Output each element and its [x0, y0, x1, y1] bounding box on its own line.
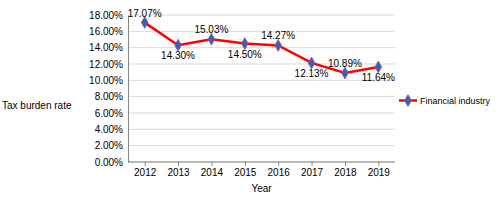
- tick-label: 2016: [268, 167, 291, 178]
- grid-line: [128, 162, 395, 163]
- tick-mark: [345, 162, 346, 166]
- axis-line: [128, 162, 395, 163]
- tick: 2018: [334, 162, 357, 178]
- chart: 0.00% 2.00% 4.00% 6.00% 8.00% 10.00% 12.00% 14.…: [0, 0, 500, 198]
- legend-label: Financial industry: [420, 96, 491, 106]
- data-label: 11.64%: [362, 72, 395, 83]
- tick-label: 18.00%: [89, 10, 123, 21]
- x-axis: 2012 2013 2014 2015 2016 2017 2018 2019: [128, 162, 395, 178]
- tick-label: 2014: [201, 167, 224, 178]
- y-axis-title: Tax burden rate: [2, 100, 72, 111]
- tick-label: 12.00%: [89, 59, 123, 70]
- tick: 16.00%: [89, 26, 128, 37]
- data-label: 10.89%: [328, 58, 362, 69]
- tick: 12.00%: [89, 59, 128, 70]
- tick: 2015: [234, 162, 257, 178]
- data-label: 14.27%: [261, 30, 295, 41]
- tick: 2.00%: [95, 140, 128, 151]
- tick-label: 2019: [368, 167, 391, 178]
- tick-label: 2018: [334, 167, 357, 178]
- tick: 0.00%: [95, 157, 128, 168]
- grid-line: [128, 129, 395, 130]
- x-axis-title: Year: [251, 183, 272, 194]
- tick-mark: [278, 162, 279, 166]
- line: [145, 23, 379, 73]
- tick: 8.00%: [95, 91, 128, 102]
- legend: Financial industry: [399, 95, 491, 107]
- axis-line: [128, 16, 129, 163]
- data-labels: 17.07% 14.30% 15.03% 14.50% 14.27% 12.13%10.8…: [128, 8, 395, 83]
- tick: 6.00%: [95, 108, 128, 119]
- tick-label: 2017: [301, 167, 324, 178]
- tick: 2016: [268, 162, 291, 178]
- tick-mark: [211, 162, 212, 166]
- grid-line: [128, 80, 395, 81]
- tick-label: 2013: [167, 167, 190, 178]
- grid: [128, 15, 395, 162]
- legend-marker: [405, 95, 412, 107]
- tick-label: 0.00%: [95, 157, 123, 168]
- tick: 2013: [167, 162, 190, 178]
- tick-mark: [378, 162, 379, 166]
- grid-line: [128, 113, 395, 114]
- data-label: 14.50%: [228, 49, 262, 60]
- tick-label: 10.00%: [89, 75, 123, 86]
- tick-label: 4.00%: [95, 124, 123, 135]
- tick: 10.00%: [89, 75, 128, 86]
- grid-line: [128, 145, 395, 146]
- tick: 2017: [301, 162, 324, 178]
- tick-label: 6.00%: [95, 108, 123, 119]
- tick-label: 2015: [234, 167, 257, 178]
- tick: 2019: [368, 162, 391, 178]
- tick-mark: [245, 162, 246, 166]
- tick-label: 8.00%: [95, 91, 123, 102]
- tick: 4.00%: [95, 124, 128, 135]
- tick: 14.00%: [89, 42, 128, 53]
- tick-label: 2012: [134, 167, 157, 178]
- data-label: 12.13%: [295, 68, 329, 79]
- tick-label: 16.00%: [89, 26, 123, 37]
- grid-line: [128, 96, 395, 97]
- tick-mark: [145, 162, 146, 166]
- grid-line: [128, 15, 395, 16]
- tick: 18.00%: [89, 10, 128, 21]
- tick-mark: [178, 162, 179, 166]
- tick-mark: [312, 162, 313, 166]
- tick: 2014: [201, 162, 224, 178]
- plot-area: [141, 17, 381, 79]
- tick-label: 14.00%: [89, 42, 123, 53]
- data-label: 14.30%: [161, 50, 195, 61]
- data-label: 15.03%: [194, 24, 228, 35]
- y-axis: 0.00% 2.00% 4.00% 6.00% 8.00% 10.00% 12.00% 14.…: [89, 10, 128, 168]
- data-label: 17.07%: [128, 8, 162, 19]
- tick: 2012: [134, 162, 157, 178]
- tick-label: 2.00%: [95, 140, 123, 151]
